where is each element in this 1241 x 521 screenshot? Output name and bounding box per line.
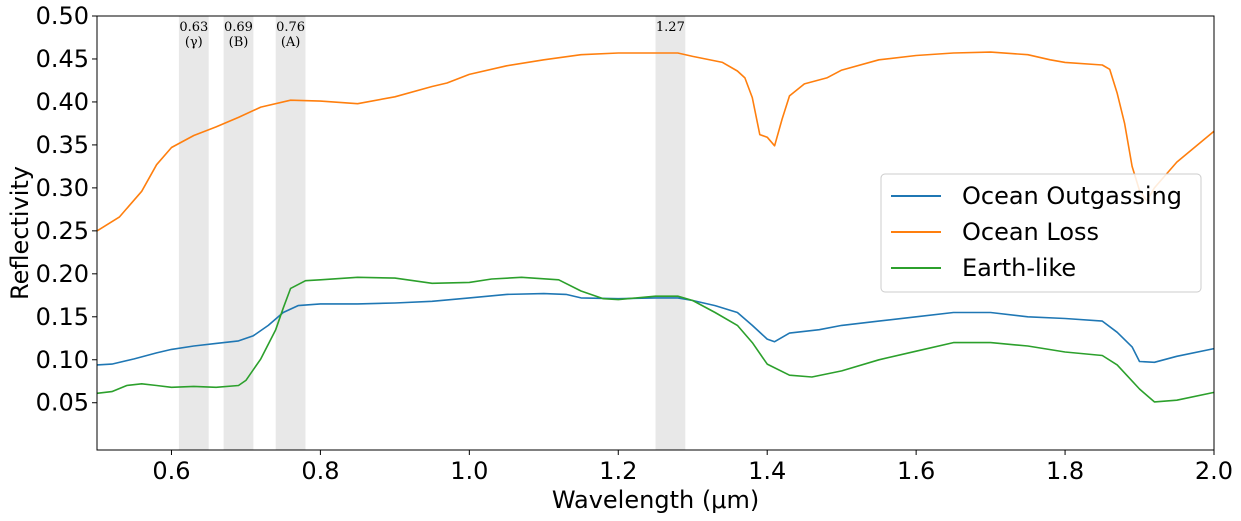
series-line <box>96 51 1215 232</box>
x-tick-label: 1.2 <box>599 457 637 485</box>
y-tick-label: 0.10 <box>36 346 89 374</box>
legend-entry-label: Ocean Outgassing <box>962 182 1182 210</box>
x-tick-label: 1.6 <box>897 457 935 485</box>
band-name-label: (A) <box>281 35 301 50</box>
absorption-band <box>275 16 306 450</box>
absorption-bands: 0.63(γ) 0.69(B) 0.76(A) 1.27 <box>178 16 686 450</box>
y-tick-label: 0.35 <box>36 131 89 159</box>
y-tick-label: 0.30 <box>36 174 89 202</box>
x-tick-label: 1.4 <box>748 457 786 485</box>
legend-entry-label: Ocean Loss <box>962 218 1099 246</box>
absorption-band <box>655 16 686 450</box>
band-name-label: (B) <box>229 35 249 50</box>
x-tick-label: 1.0 <box>450 457 488 485</box>
y-tick-label: 0.15 <box>36 303 89 331</box>
y-axis-ticks: 0.05 0.10 0.15 0.20 0.25 0.30 0.35 0.40 0.45 0.50 <box>36 2 97 417</box>
legend: Ocean Outgassing Ocean Loss Earth-like <box>880 173 1202 293</box>
band-wavelength-label: 0.76 <box>276 20 305 35</box>
y-tick-label: 0.05 <box>36 389 89 417</box>
y-tick-label: 0.25 <box>36 217 89 245</box>
y-tick-label: 0.40 <box>36 88 89 116</box>
y-axis-label: Reflectivity <box>6 166 34 300</box>
x-tick-label: 2.0 <box>1195 457 1233 485</box>
band-wavelength-label: 0.69 <box>224 20 253 35</box>
series-line <box>96 276 1215 403</box>
band-name-label: (γ) <box>185 35 203 50</box>
series-line <box>96 292 1215 366</box>
legend-entry-label: Earth-like <box>962 254 1076 282</box>
x-tick-label: 1.8 <box>1046 457 1084 485</box>
plot-frame <box>96 15 1215 451</box>
x-axis-label: Wavelength (μm) <box>552 486 759 514</box>
y-tick-label: 0.20 <box>36 260 89 288</box>
y-tick-label: 0.45 <box>36 45 89 73</box>
series-lines <box>96 51 1215 403</box>
legend-box <box>880 173 1202 293</box>
band-wavelength-label: 0.63 <box>179 20 208 35</box>
x-axis-ticks: 0.6 0.8 1.0 1.2 1.4 1.6 1.8 2.0 <box>152 450 1233 485</box>
band-wavelength-label: 1.27 <box>656 20 685 35</box>
y-tick-label: 0.50 <box>36 2 89 30</box>
absorption-band <box>178 16 209 450</box>
x-tick-label: 0.6 <box>152 457 190 485</box>
x-tick-label: 0.8 <box>301 457 339 485</box>
